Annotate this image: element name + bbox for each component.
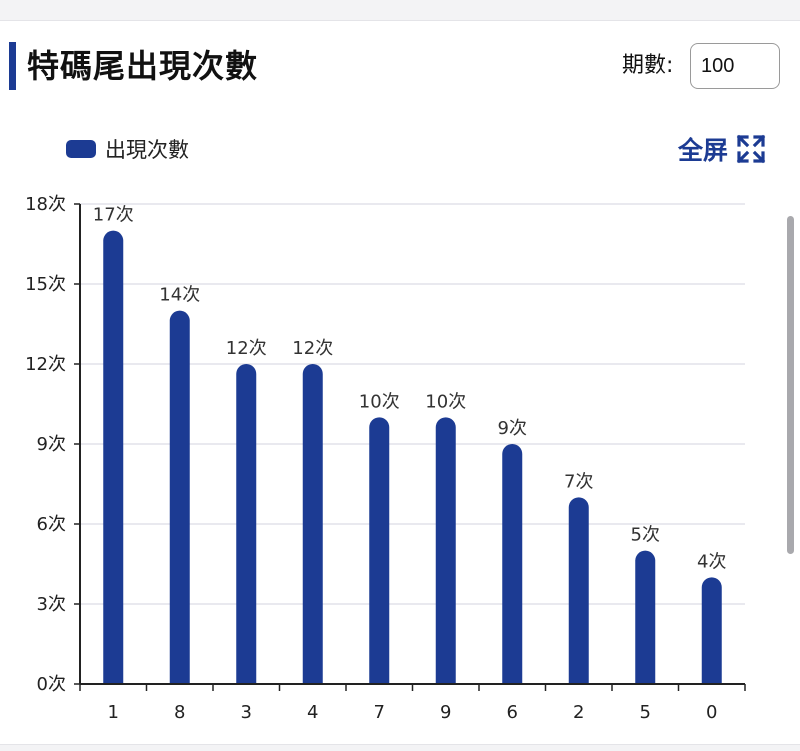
title-accent-bar (9, 42, 16, 90)
page-title: 特碼尾出現次數 (27, 47, 259, 85)
x-tick-label: 7 (374, 702, 385, 723)
y-tick-label: 0次 (37, 674, 66, 695)
bar-1 (103, 230, 124, 684)
x-tick-label: 1 (108, 702, 119, 723)
data-label: 4次 (697, 551, 726, 572)
legend-swatch (66, 140, 96, 158)
data-label: 7次 (564, 471, 593, 492)
bar-0 (701, 577, 722, 684)
y-tick-label: 12次 (25, 354, 66, 375)
y-tick-label: 6次 (37, 514, 66, 535)
bar-3 (236, 364, 257, 684)
bar-6 (502, 444, 523, 684)
bar-9 (435, 417, 456, 684)
data-label: 5次 (631, 525, 660, 546)
expand-icon (736, 134, 766, 164)
bar-8 (169, 310, 190, 684)
period-label: 期數: (622, 53, 674, 78)
y-tick-label: 9次 (37, 434, 66, 455)
data-label: 12次 (226, 338, 267, 359)
x-tick-label: 5 (640, 702, 651, 723)
data-label: 12次 (292, 338, 333, 359)
data-label: 10次 (359, 391, 400, 412)
scrollbar[interactable] (787, 216, 794, 554)
grid-lines (80, 203, 745, 605)
bar-7 (369, 417, 390, 684)
y-tick-label: 15次 (25, 274, 66, 295)
bottom-divider (0, 744, 800, 751)
data-label: 17次 (93, 205, 134, 226)
header: 特碼尾出現次數 期數: (0, 36, 800, 96)
axes (74, 203, 746, 691)
x-tick-label: 9 (440, 702, 451, 723)
period-input[interactable] (690, 43, 780, 89)
bar-5 (635, 550, 656, 684)
bar-4 (302, 364, 323, 684)
chart-legend[interactable]: 出現次數 (66, 134, 189, 164)
y-tick-label: 3次 (37, 594, 66, 615)
data-label: 9次 (498, 418, 527, 439)
x-tick-label: 2 (573, 702, 584, 723)
top-divider (0, 0, 800, 21)
x-tick-label: 0 (706, 702, 717, 723)
fullscreen-button[interactable]: 全屏 (678, 130, 766, 168)
x-tick-label: 6 (507, 702, 518, 723)
legend-label: 出現次數 (105, 138, 189, 162)
x-tick-label: 4 (307, 702, 318, 723)
bar-chart: 0次 3次 6次 9次 12次 15次 18次 17次 1 14次 8 12次 3 12次 4 10次 7 10次… (25, 194, 746, 723)
bars (103, 230, 722, 684)
bar-2 (568, 497, 589, 684)
labels: 0次 3次 6次 9次 12次 15次 18次 17次 1 14次 8 12次 3 12次 4 10次 7 10次… (25, 194, 726, 723)
fullscreen-label: 全屏 (678, 136, 729, 165)
data-label: 10次 (425, 391, 466, 412)
y-tick-label: 18次 (25, 194, 66, 215)
data-label: 14次 (159, 285, 200, 306)
x-tick-label: 3 (241, 702, 252, 723)
x-tick-label: 8 (174, 702, 185, 723)
